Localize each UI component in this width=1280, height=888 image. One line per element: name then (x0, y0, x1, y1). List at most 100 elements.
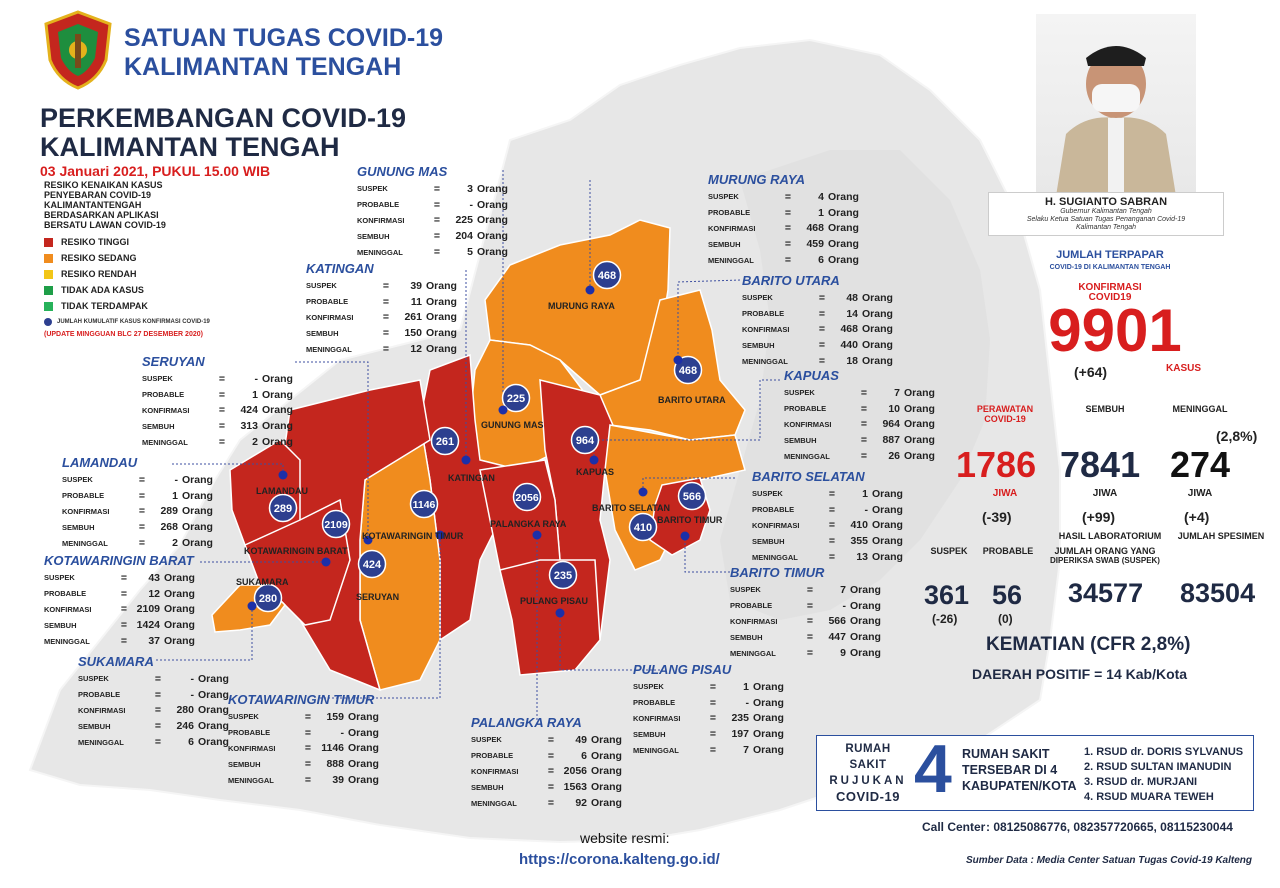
perawatan-label-line2: COVID-19 (984, 414, 1026, 424)
region-block-palangka-raya: PALANGKA RAYA SUSPEK = 49 Orang PROBABLE = 6 Ora… (471, 715, 622, 811)
stat-equals: = (806, 583, 814, 596)
stat-row-meninggal: MENINGGAL = 6 Orang (708, 252, 859, 268)
stat-equals: = (304, 774, 312, 787)
stat-label: PROBABLE (78, 690, 121, 700)
lab-title: HASIL LABORATORIUM (1058, 531, 1162, 541)
stat-value: - (190, 688, 195, 701)
suspek-label: SUSPEK (930, 546, 968, 556)
official-role-line: Gubernur Kalimantan Tengah (1060, 208, 1152, 215)
stat-value: 197 (731, 728, 749, 741)
stat-unit: Orang (904, 450, 935, 463)
stat-unit: Orang (753, 680, 784, 693)
stat-equals: = (860, 418, 868, 431)
sembuh-value: 7841 (1060, 444, 1141, 485)
perawatan-label: PERAWATAN COVID-19 (950, 404, 1060, 424)
legend-swatch (44, 269, 53, 279)
marker-circle (501, 383, 531, 413)
stat-unit: Orang (426, 311, 457, 324)
stat-equals: = (218, 388, 226, 401)
marker-barito-timur: 566 (677, 481, 707, 511)
marker-murung-raya: 468 (592, 260, 622, 290)
stat-value: 6 (188, 736, 194, 749)
stat-unit: Orang (164, 587, 195, 600)
marker-legend-label: JUMLAH KUMULATIF KASUS KONFIRMASI COVID-… (57, 319, 210, 325)
stat-equals: = (120, 603, 128, 616)
stat-label: MENINGGAL (228, 775, 274, 785)
lab-subtitle: JUMLAH ORANG YANG DIPERIKSA SWAB (SUSPEK… (1040, 546, 1170, 566)
stat-value: 12 (410, 343, 422, 356)
stat-unit: Orang (182, 521, 213, 534)
stat-label: SEMBUH (357, 231, 390, 241)
marker-label: 468 (679, 365, 697, 377)
stat-value: 18 (846, 355, 858, 368)
legend-item: RESIKO TINGGI (44, 234, 148, 250)
hospital-list-item: 1. RSUD dr. DORIS SYLVANUS (1084, 746, 1244, 758)
stat-row-probable: PROBABLE = - Orang (730, 598, 881, 614)
region-stats-table: SUSPEK = 7 Orang PROBABLE = - Orang KONFIRMASI = 5… (730, 582, 881, 661)
stat-equals: = (304, 758, 312, 771)
stat-unit: Orang (753, 712, 784, 725)
stat-unit: Orang (904, 402, 935, 415)
stat-unit: Orang (426, 327, 457, 340)
stat-row-konfirmasi: KONFIRMASI = 2056 Orang (471, 764, 622, 780)
stat-equals: = (860, 434, 868, 447)
stat-value: - (745, 696, 750, 709)
stat-row-suspek: SUSPEK = 49 Orang (471, 732, 622, 748)
stat-label: PROBABLE (708, 208, 751, 218)
website-link[interactable]: https://corona.kalteng.go.id/ (519, 851, 720, 868)
risk-description-line: KALIMANTANTENGAH (44, 200, 142, 210)
region-block-pulang-pisau: PULANG PISAU SUSPEK = 1 Orang PROBABLE = - Orang… (633, 662, 784, 758)
stat-row-meninggal: MENINGGAL = 5 Orang (357, 244, 508, 260)
stat-label: SUSPEK (708, 192, 739, 202)
marker-circle (430, 426, 460, 456)
stat-value: 440 (840, 339, 858, 352)
stat-label: PROBABLE (730, 601, 773, 611)
marker-label: 280 (259, 593, 277, 605)
stat-equals: = (433, 182, 441, 195)
stat-unit: Orang (198, 720, 229, 733)
stat-row-sembuh: SEMBUH = 447 Orang (730, 629, 881, 645)
stat-label: MENINGGAL (730, 648, 776, 658)
stat-equals: = (138, 489, 146, 502)
stat-unit: Orang (164, 635, 195, 648)
map-label-palangka-raya: PALANGKA RAYA (490, 519, 567, 529)
marker-circle (628, 512, 658, 542)
stat-unit: Orang (862, 355, 893, 368)
stat-unit: Orang (862, 307, 893, 320)
hospital-panel (816, 735, 1254, 811)
stat-equals: = (709, 696, 717, 709)
stat-unit: Orang (262, 404, 293, 417)
meninggal-unit: JIWA (1187, 488, 1213, 499)
map-label-kapuas: KAPUAS (576, 467, 615, 477)
stat-unit: Orang (426, 295, 457, 308)
region-pulang-pisau (499, 559, 601, 676)
stat-label: KONFIRMASI (471, 766, 519, 776)
stat-row-probable: PROBABLE = 12 Orang (44, 586, 195, 602)
stat-row-sembuh: SEMBUH = 1424 Orang (44, 617, 195, 633)
marker-sukamara: 280 (253, 583, 283, 613)
leader-anchor-dot (321, 557, 331, 567)
stat-value: 313 (240, 420, 258, 433)
stat-label: KONFIRMASI (742, 324, 790, 334)
stat-label: SEMBUH (471, 782, 504, 792)
stat-value: 1424 (136, 619, 160, 632)
marker-circle (253, 583, 283, 613)
marker-label: 410 (634, 522, 652, 534)
region-block-kapuas: KAPUAS SUSPEK = 7 Orang PROBABLE = 10 Orang KONFI… (784, 368, 935, 464)
stat-label: SEMBUH (78, 721, 111, 731)
stat-equals: = (828, 487, 836, 500)
stat-value: 280 (176, 704, 194, 717)
page-title-line2: KALIMANTAN TENGAH (40, 132, 340, 162)
stat-equals: = (138, 521, 146, 534)
stat-row-konfirmasi: KONFIRMASI = 235 Orang (633, 711, 784, 727)
stat-equals: = (860, 386, 868, 399)
map-label-pulang-pisau: PULANG PISAU (520, 596, 589, 606)
hospital-list-item: 2. RSUD SULTAN IMANUDIN (1084, 761, 1232, 773)
stat-label: MENINGGAL (471, 798, 517, 808)
leader-anchor-dot (680, 531, 690, 541)
region-block-murung-raya: MURUNG RAYA SUSPEK = 4 Orang PROBABLE = 1 Orang K… (708, 172, 859, 268)
stat-value: 2 (252, 436, 258, 449)
stat-unit: Orang (348, 726, 379, 739)
stat-equals: = (818, 355, 826, 368)
call-center-numbers: : 08125086776, 082357720665, 08115230044 (986, 820, 1233, 834)
